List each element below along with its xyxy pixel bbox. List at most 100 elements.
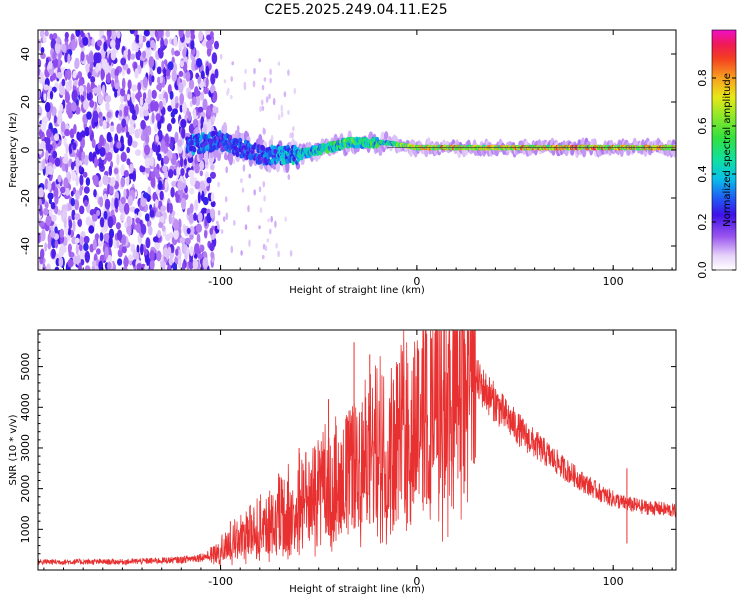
noise-blob [158, 221, 163, 229]
noise-blob [70, 39, 77, 51]
noise-blob [89, 99, 95, 108]
noise-blob [116, 141, 122, 149]
noise-blob [252, 80, 256, 88]
noise-blob [167, 61, 174, 71]
noise-blob [156, 250, 162, 262]
noise-blob [135, 222, 141, 233]
noise-blob [114, 74, 119, 84]
noise-blob [73, 79, 78, 87]
noise-blob [67, 228, 72, 236]
noise-blob [88, 225, 95, 234]
noise-blob [45, 215, 52, 227]
noise-blob [83, 199, 89, 207]
noise-blob [48, 197, 52, 205]
noise-blob [264, 245, 268, 252]
noise-blob [82, 171, 88, 178]
colorbar-axes: 0.0 0.2 0.4 0.6 0.8 [696, 29, 737, 279]
colorbar-gradient [712, 30, 736, 270]
noise-blob [54, 205, 59, 215]
noise-blob [148, 56, 155, 68]
noise-blob [262, 181, 266, 188]
noise-blob [126, 158, 131, 166]
noise-blob [78, 85, 84, 94]
noise-blob [198, 160, 205, 170]
noise-blob [210, 171, 216, 179]
noise-blob [142, 76, 148, 89]
noise-blob [115, 222, 121, 230]
signal-blob [211, 130, 216, 136]
noise-blob [45, 150, 49, 161]
noise-blob [117, 258, 123, 266]
noise-blob [99, 116, 104, 127]
noise-blob [109, 185, 114, 195]
noise-blob [195, 49, 200, 59]
noise-blob [169, 90, 174, 100]
noise-blob [114, 167, 119, 175]
noise-blob [143, 109, 149, 117]
noise-blob [83, 99, 89, 111]
noise-blob [48, 208, 53, 218]
snr-y-tick-label: 3000 [19, 434, 32, 462]
noise-blob [226, 87, 230, 94]
noise-blob [280, 111, 284, 118]
noise-blob [91, 213, 98, 222]
noise-blob [127, 79, 132, 90]
snr-line [38, 330, 676, 567]
noise-blob [198, 30, 204, 42]
noise-blob [155, 211, 161, 218]
noise-blob [52, 51, 57, 61]
figure-title: C2E5.2025.249.04.11.E25 [264, 2, 447, 18]
noise-blob [46, 263, 51, 270]
snr-y-label: SNR (10 * v/v) [8, 414, 19, 485]
noise-blob [78, 150, 82, 161]
colorbar: 0.0 0.2 0.4 0.6 0.8 Normalized spectral ampl… [696, 29, 737, 279]
noise-blob [262, 127, 266, 135]
noise-blob [64, 31, 69, 39]
noise-blob [149, 209, 155, 218]
noise-blob [232, 158, 236, 165]
noise-blob [287, 69, 290, 76]
noise-blob [139, 106, 144, 118]
spectrogram-x-tick-label: 0 [413, 275, 420, 288]
noise-blob [90, 82, 96, 90]
noise-blob [77, 219, 82, 227]
noise-blob [131, 92, 136, 104]
snr-y-tick-label: 5000 [19, 353, 32, 381]
noise-blob [156, 83, 163, 91]
noise-blob [248, 239, 251, 247]
noise-blob [45, 164, 49, 177]
noise-blob [62, 156, 69, 164]
noise-blob [64, 128, 71, 137]
colorbar-tick-label: 0.0 [696, 261, 709, 279]
noise-blob [107, 254, 112, 264]
noise-blob [38, 89, 41, 100]
noise-blob [40, 248, 45, 260]
noise-blob [74, 198, 80, 211]
noise-blob [182, 149, 186, 160]
noise-blob [222, 216, 226, 223]
spectrogram-plot-area [38, 30, 676, 270]
noise-blob [166, 123, 172, 132]
noise-blob [259, 105, 262, 113]
noise-blob [150, 171, 156, 179]
noise-blob [140, 196, 147, 207]
noise-blob [126, 146, 131, 154]
noise-blob [103, 219, 109, 232]
noise-blob [242, 164, 246, 172]
noise-blob [287, 174, 291, 180]
noise-blob [99, 217, 105, 228]
noise-blob [49, 33, 54, 40]
noise-blob [70, 161, 75, 171]
noise-blob [185, 30, 190, 38]
spectrogram-chart: -100 0 100 -40 -20 0 20 40 Height of straight l… [8, 29, 677, 296]
noise-blob [167, 105, 173, 112]
noise-blob [161, 225, 166, 232]
noise-blob [157, 144, 161, 153]
noise-blob [44, 242, 48, 252]
noise-blob [189, 225, 195, 236]
noise-blob [46, 128, 52, 139]
noise-blob [180, 168, 185, 176]
noise-blob [115, 67, 119, 77]
noise-blob [130, 53, 136, 60]
snr-axes: -100 0 100 1000 2000 3000 4000 5000 [19, 330, 676, 588]
